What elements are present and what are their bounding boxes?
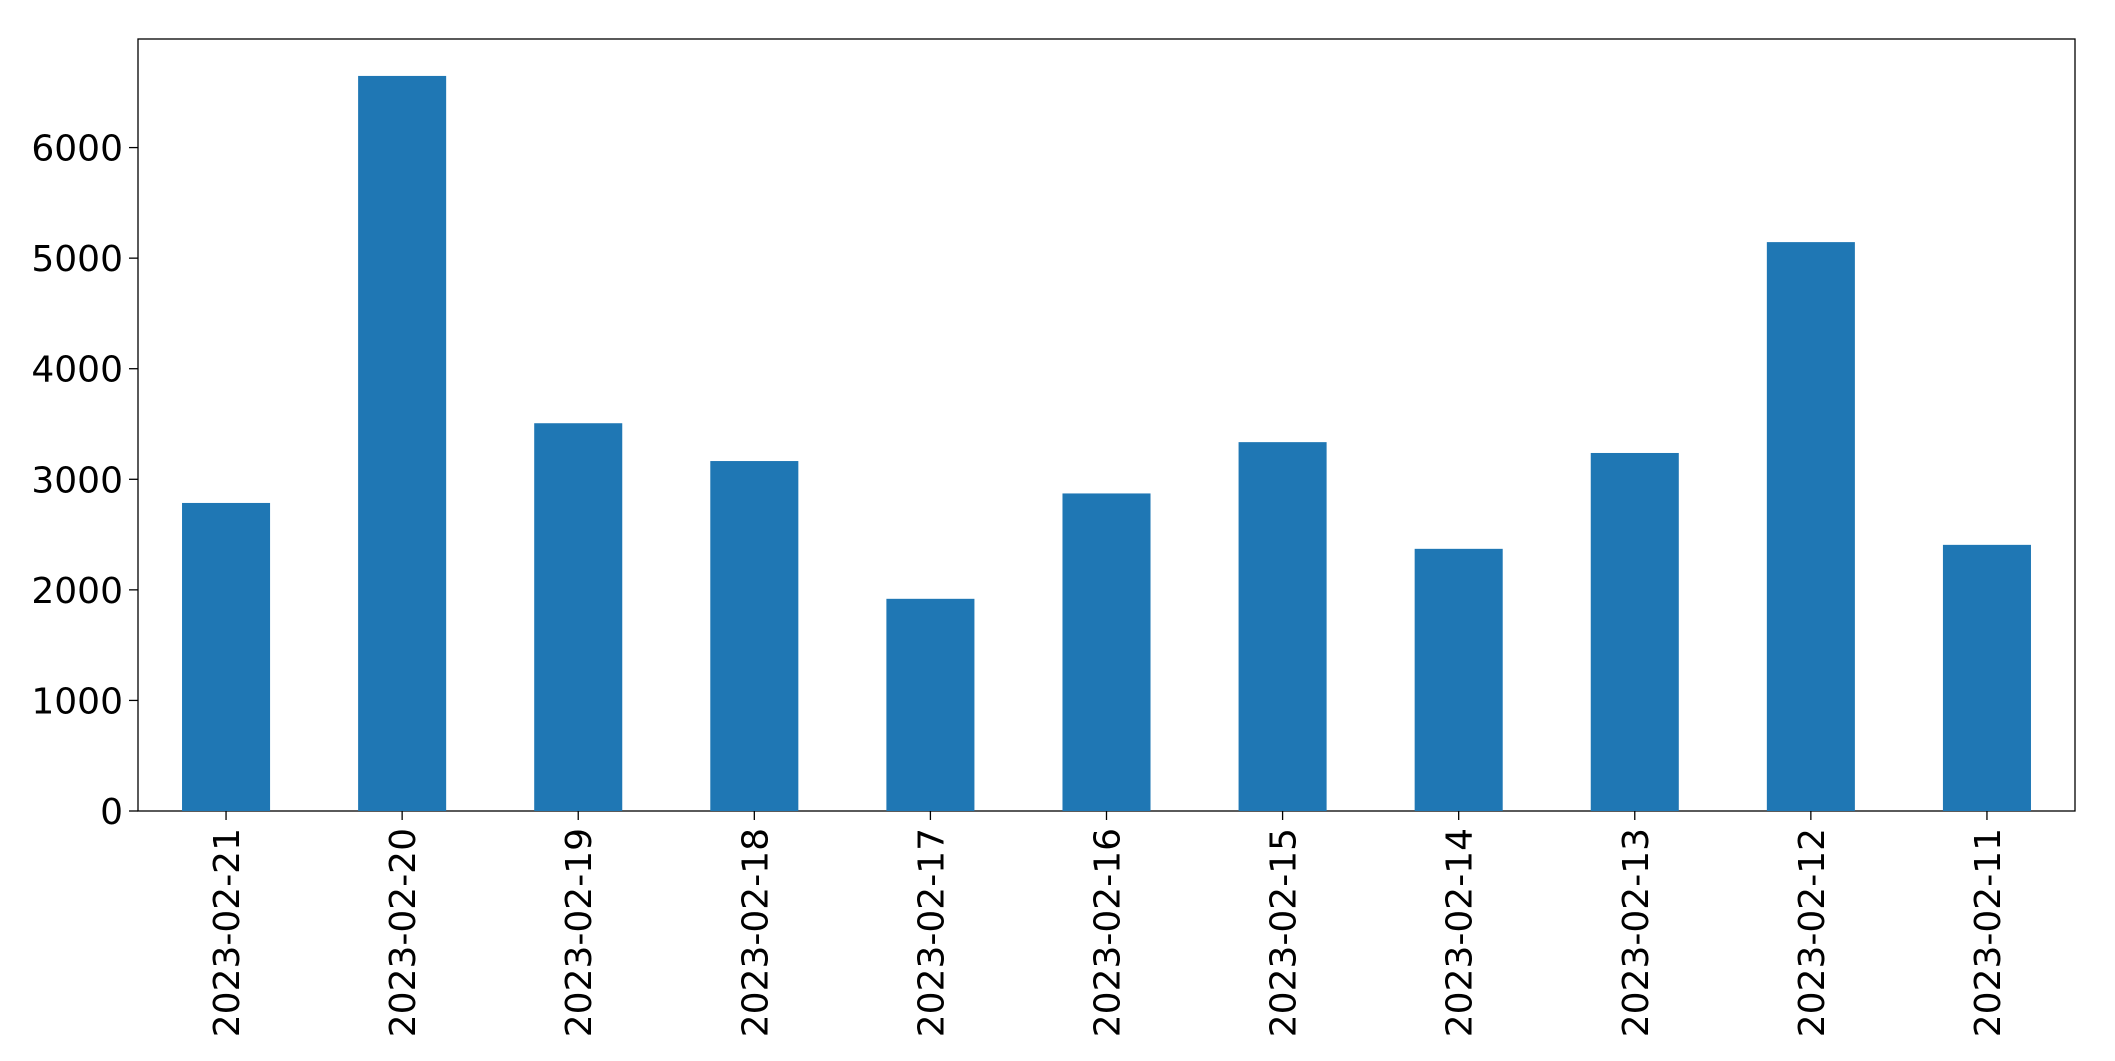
bar <box>1590 452 1679 811</box>
x-tick-label: 2023-02-20 <box>383 828 424 1037</box>
bar <box>1238 442 1327 811</box>
x-tick-label: 2023-02-11 <box>1968 828 2009 1037</box>
y-tick-label: 1000 <box>31 681 123 722</box>
y-tick-label: 6000 <box>31 129 123 170</box>
x-tick-label: 2023-02-19 <box>559 828 600 1037</box>
bar <box>886 598 975 811</box>
x-tick-label: 2023-02-13 <box>1616 828 1657 1037</box>
bar <box>358 75 447 811</box>
x-tick-label: 2023-02-16 <box>1088 828 1129 1037</box>
x-tick-label: 2023-02-21 <box>207 828 248 1037</box>
bar <box>1942 544 2031 811</box>
x-tick-label: 2023-02-14 <box>1440 828 1481 1037</box>
bar <box>1414 548 1503 811</box>
x-tick-label: 2023-02-12 <box>1792 828 1833 1037</box>
x-tick-label: 2023-02-17 <box>911 828 952 1037</box>
y-tick-label: 0 <box>100 792 123 833</box>
bar <box>710 461 799 811</box>
bar <box>1766 242 1855 811</box>
bar <box>182 502 271 811</box>
y-tick-label: 3000 <box>31 460 123 501</box>
y-tick-label: 2000 <box>31 571 123 612</box>
y-tick-label: 4000 <box>31 350 123 391</box>
x-tick-label: 2023-02-18 <box>735 828 776 1037</box>
bar <box>1062 493 1151 811</box>
bar <box>534 423 623 811</box>
x-tick-label: 2023-02-15 <box>1264 828 1305 1037</box>
y-tick-label: 5000 <box>31 239 123 280</box>
